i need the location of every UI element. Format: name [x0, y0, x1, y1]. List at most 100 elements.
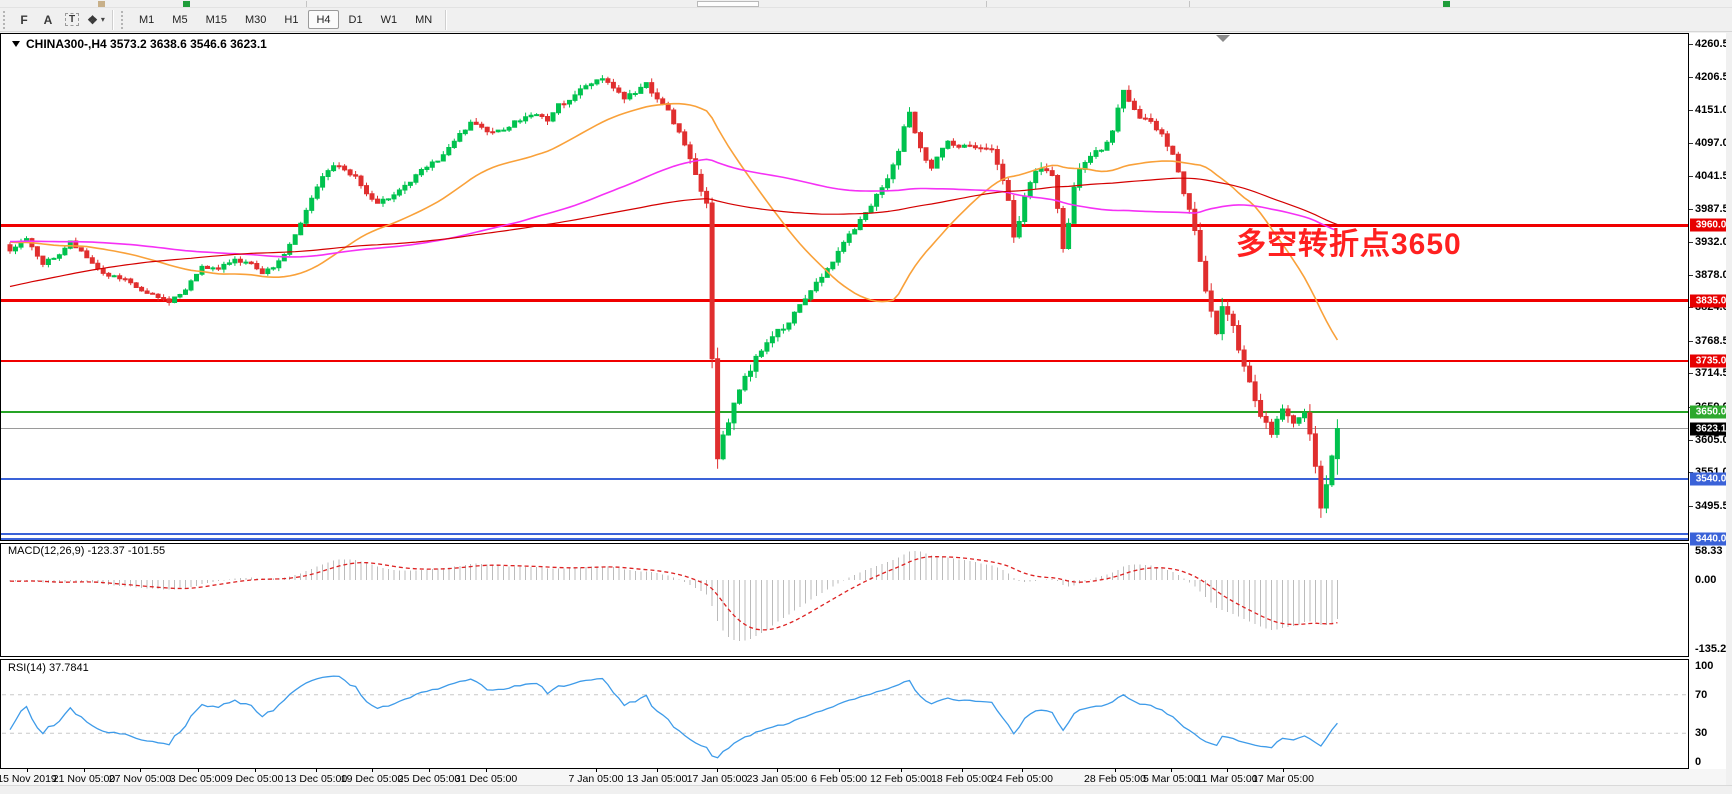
price-badge: 3650.0	[1690, 405, 1732, 419]
level-line-3735[interactable]	[1, 360, 1688, 362]
window-right-edge	[1726, 33, 1732, 785]
time-axis[interactable]: 15 Nov 2019 21 Nov 05:00 27 Nov 05:00 3 Dec…	[0, 769, 1732, 785]
macd-axis-label: 58.33	[1695, 545, 1723, 557]
toolbar-fragment	[98, 1, 105, 7]
time-tick	[429, 769, 430, 772]
collapse-triangle-icon[interactable]	[12, 41, 20, 47]
time-label: 7 Jan 05:00	[568, 773, 624, 785]
rsi-axis-label: 0	[1695, 756, 1702, 768]
toolbar-fragment	[183, 1, 190, 7]
time-label: 9 Dec 05:00	[226, 773, 284, 785]
level-line-3650[interactable]	[1, 411, 1688, 414]
time-tick	[657, 769, 658, 772]
price-tick-label: 3495.5	[1695, 499, 1729, 512]
time-tick	[486, 769, 487, 772]
price-tick	[1689, 44, 1693, 45]
time-tick	[1022, 769, 1023, 772]
macd-label: MACD(12,26,9) -123.37 -101.55	[8, 545, 166, 557]
insert-text-icon: T	[64, 13, 80, 26]
time-tick	[316, 769, 317, 772]
time-tick	[372, 769, 373, 772]
timeframe-d1-button[interactable]: D1	[348, 14, 363, 26]
price-tick	[1689, 242, 1693, 244]
timeframe-m30-button[interactable]: M30	[244, 14, 267, 26]
timeframe-h1-button[interactable]: H1	[284, 14, 299, 26]
main-chart-pane[interactable]	[0, 33, 1689, 541]
time-label: 23 Jan 05:00	[746, 773, 808, 785]
price-tick	[1689, 439, 1693, 441]
tool-draw-objects-button[interactable]: ❖ ▾	[85, 10, 107, 30]
price-tick-label: 3768.5	[1695, 334, 1729, 347]
insert-label-icon: A	[43, 12, 53, 27]
dropdown-caret-icon[interactable]: ▾	[100, 15, 105, 24]
level-line-3623.1[interactable]	[1, 428, 1688, 430]
time-tick	[1227, 769, 1228, 772]
timeframe-m5-button[interactable]: M5	[172, 14, 188, 26]
price-badge: 3440.0	[1690, 532, 1732, 546]
scroll-to-end-icon	[1216, 35, 1230, 42]
timeframe-group: M1 M5 M15 M30 H1 H4 D1 W1 MN	[130, 10, 441, 29]
rsi-axis-label: 30	[1695, 727, 1708, 739]
time-label: 18 Feb 05:00	[931, 773, 993, 785]
time-tick	[1115, 769, 1116, 772]
tool-chart-properties-button[interactable]: F	[13, 10, 35, 30]
price-badge: 3623.1	[1690, 422, 1732, 436]
time-label: 24 Feb 05:00	[991, 773, 1053, 785]
macd-axis-label: 0.00	[1695, 574, 1717, 586]
time-label: 17 Jan 05:00	[686, 773, 748, 785]
price-tick-label: 3987.5	[1695, 202, 1729, 215]
time-tick	[1283, 769, 1284, 772]
time-label: 31 Dec 05:00	[454, 773, 518, 785]
level-line-3835[interactable]	[1, 299, 1688, 303]
timeframe-mn-button[interactable]: MN	[415, 14, 433, 26]
time-label: 13 Jan 05:00	[626, 773, 688, 785]
chart-title[interactable]: CHINA300-,H4 3573.2 3638.6 3546.6 3623.1	[12, 37, 267, 51]
level-line-3440[interactable]	[1, 532, 1688, 540]
toolbar-drag-handle-icon[interactable]	[121, 10, 126, 29]
macd-pane[interactable]	[0, 543, 1689, 657]
chart-window[interactable]: 15 Nov 2019 21 Nov 05:00 27 Nov 05:00 3 Dec…	[0, 33, 1732, 785]
price-tick-label: 3932.0	[1695, 236, 1729, 249]
toolbar-fragment	[697, 1, 759, 7]
price-tick-label: 3605.0	[1695, 433, 1729, 446]
toolbar-fragment	[306, 1, 307, 7]
price-badge: 3735.0	[1690, 354, 1732, 368]
price-tick	[1689, 76, 1693, 78]
price-tick	[1689, 176, 1693, 178]
chart-properties-icon: F	[20, 12, 28, 27]
time-tick	[596, 769, 597, 772]
timeframe-m15-button[interactable]: M15	[205, 14, 227, 26]
timeframe-m1-button[interactable]: M1	[139, 14, 155, 26]
rsi-axis-label: 100	[1695, 660, 1714, 672]
timeframe-h4-button[interactable]: H4	[308, 10, 339, 29]
toolbar-drag-handle-icon[interactable]	[3, 10, 8, 29]
price-tick	[1689, 505, 1693, 507]
price-tick	[1689, 142, 1693, 144]
time-label: 27 Nov 05:00	[108, 773, 172, 785]
timeframe-w1-button[interactable]: W1	[380, 14, 398, 26]
price-tick-label: 4206.5	[1695, 70, 1729, 83]
price-axis[interactable]: 4260.5 4206.5 4151.0 4097.0 4041.5 3987.5 3932…	[1689, 33, 1732, 769]
tool-insert-text-button[interactable]: T	[61, 10, 83, 30]
level-line-3540[interactable]	[1, 477, 1688, 480]
rsi-pane[interactable]	[0, 659, 1689, 769]
price-tick-label: 4041.5	[1695, 170, 1729, 183]
chart-annotation: 多空转折点3650	[1236, 228, 1462, 261]
tool-insert-label-button[interactable]: A	[37, 10, 59, 30]
rsi-label: RSI(14) 37.7841	[8, 662, 89, 674]
time-label: 3 Dec 05:00	[169, 773, 227, 785]
time-label: 12 Feb 05:00	[870, 773, 932, 785]
price-badge: 3540.0	[1690, 472, 1732, 486]
macd-axis-label: -135.29	[1695, 643, 1732, 655]
window-bottom-edge	[0, 785, 1732, 794]
toolbar-separator	[445, 9, 448, 30]
price-tick-label: 4260.5	[1695, 38, 1729, 50]
time-label: 21 Nov 05:00	[52, 773, 116, 785]
time-label: 15 Nov 2019	[0, 773, 57, 785]
toolbar-fragment	[1189, 1, 1190, 7]
price-tick-label: 4097.0	[1695, 136, 1729, 149]
chart-title-text: CHINA300-,H4 3573.2 3638.6 3546.6 3623.1	[26, 37, 267, 51]
time-label: 28 Feb 05:00	[1084, 773, 1146, 785]
price-tick	[1689, 274, 1693, 276]
